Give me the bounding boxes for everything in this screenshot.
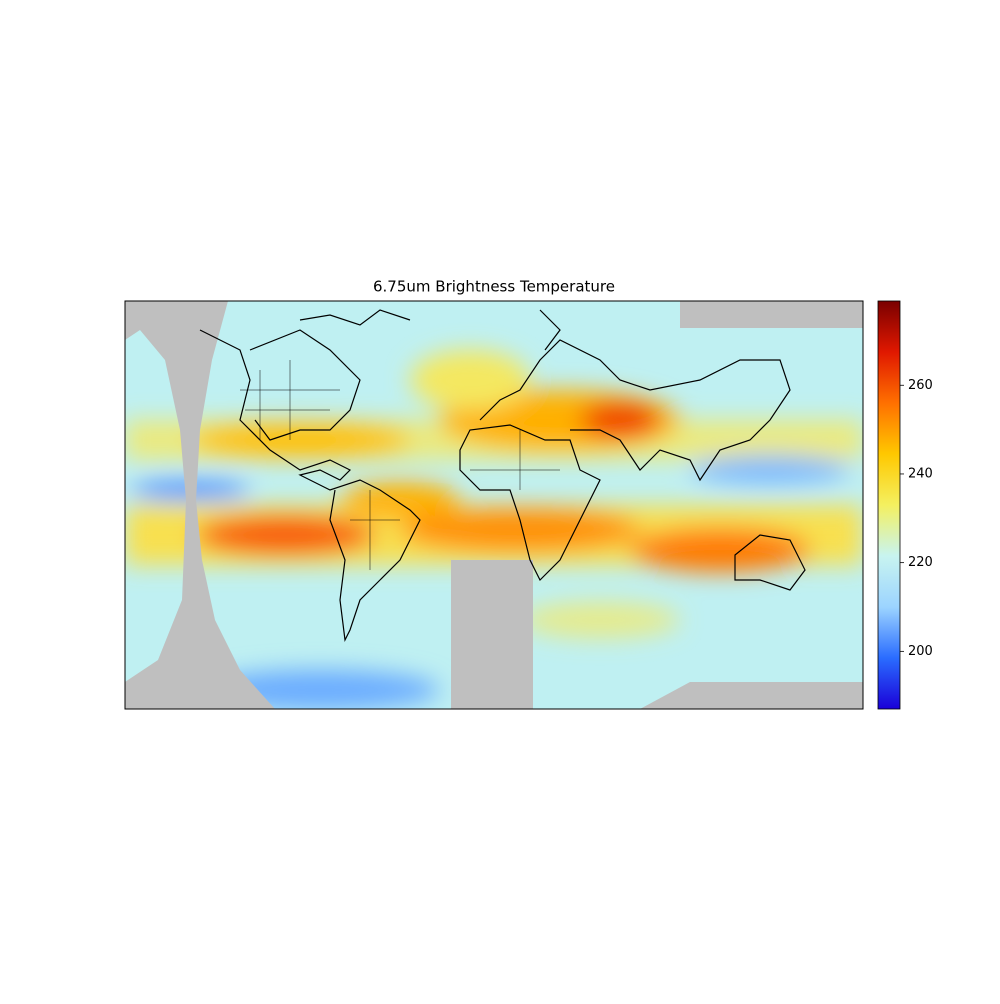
map: [125, 301, 863, 709]
colorbar-tick-label: 220: [908, 555, 933, 570]
no-data: [125, 301, 863, 709]
colorbar-tick-label: 260: [908, 378, 933, 393]
country-borders: [240, 360, 560, 570]
colorbar-tick-label: 240: [908, 466, 933, 481]
colorbar-tick-label: 200: [908, 644, 933, 659]
map-frame: [124, 300, 864, 710]
map-title: 6.75um Brightness Temperature: [373, 278, 615, 296]
colorbar: [878, 301, 900, 709]
colorbar-frame: [877, 300, 901, 710]
coastlines: [199, 309, 806, 643]
temperature-field: [125, 350, 863, 709]
